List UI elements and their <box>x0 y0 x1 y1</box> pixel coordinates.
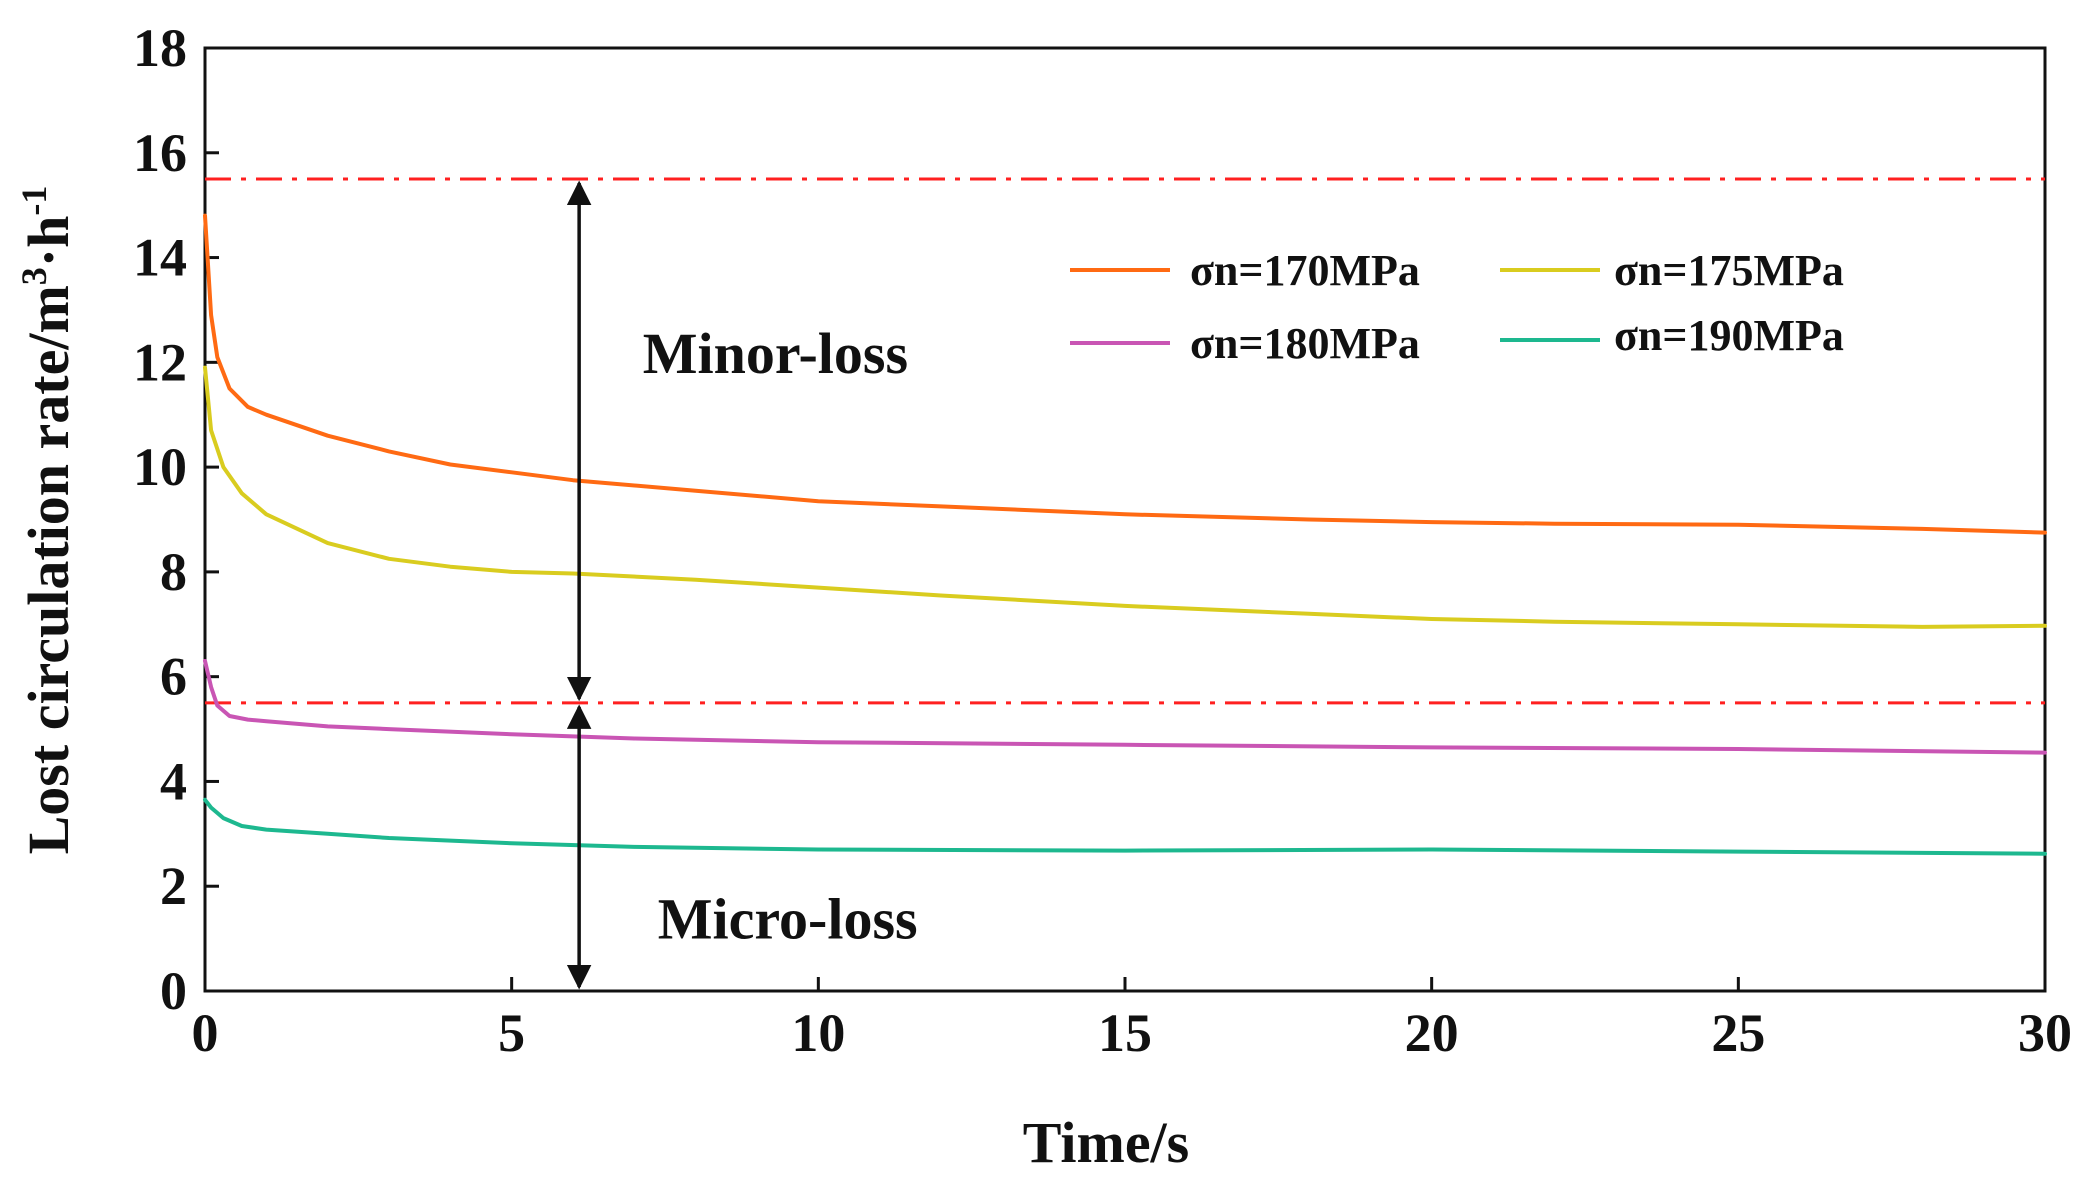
y-tick-label: 2 <box>160 856 187 916</box>
y-tick-label: 8 <box>160 542 187 602</box>
x-axis-title: Time/s <box>1023 1110 1190 1175</box>
annotations: Minor-loss Micro-loss <box>566 180 918 990</box>
x-tick-label: 5 <box>498 1003 525 1063</box>
x-tick-label: 0 <box>192 1003 219 1063</box>
annotation-label: Micro-loss <box>658 887 918 952</box>
y-tick-label: 4 <box>160 751 187 811</box>
x-tick-label: 30 <box>2018 1003 2072 1063</box>
y-tick-label: 12 <box>133 332 187 392</box>
legend-label-190: σn=190MPa <box>1614 311 1844 360</box>
y-axis-title: Lost circulation rate/m3·h-1 <box>14 186 81 855</box>
y-tick-label: 6 <box>160 647 187 707</box>
x-tick-label: 10 <box>791 1003 845 1063</box>
annotation-label: Minor-loss <box>643 321 908 386</box>
x-tick-label: 20 <box>1405 1003 1459 1063</box>
y-tick-label: 14 <box>133 228 187 288</box>
y-tick-label: 0 <box>160 961 187 1021</box>
legend-label-170: σn=170MPa <box>1190 246 1420 295</box>
legend-label-180: σn=180MPa <box>1190 319 1420 368</box>
reference-lines <box>205 177 2045 705</box>
legend-label-175: σn=175MPa <box>1614 246 1844 295</box>
series-line-1 <box>203 365 2047 629</box>
y-tick-label: 16 <box>133 123 187 183</box>
legend: σn=170MPa σn=175MPa σn=180MPa σn=190MPa <box>1070 246 1844 368</box>
y-axis-ticks: 0 2 4 6 8 10 12 14 16 18 <box>133 18 219 1021</box>
x-tick-label: 15 <box>1098 1003 1152 1063</box>
series-line-2 <box>203 659 2047 755</box>
y-tick-label: 18 <box>133 18 187 78</box>
series-line-3 <box>203 797 2047 856</box>
x-axis-ticks: 0 5 10 15 20 25 30 <box>192 977 2072 1063</box>
x-tick-label: 25 <box>1711 1003 1765 1063</box>
y-tick-label: 10 <box>133 437 187 497</box>
